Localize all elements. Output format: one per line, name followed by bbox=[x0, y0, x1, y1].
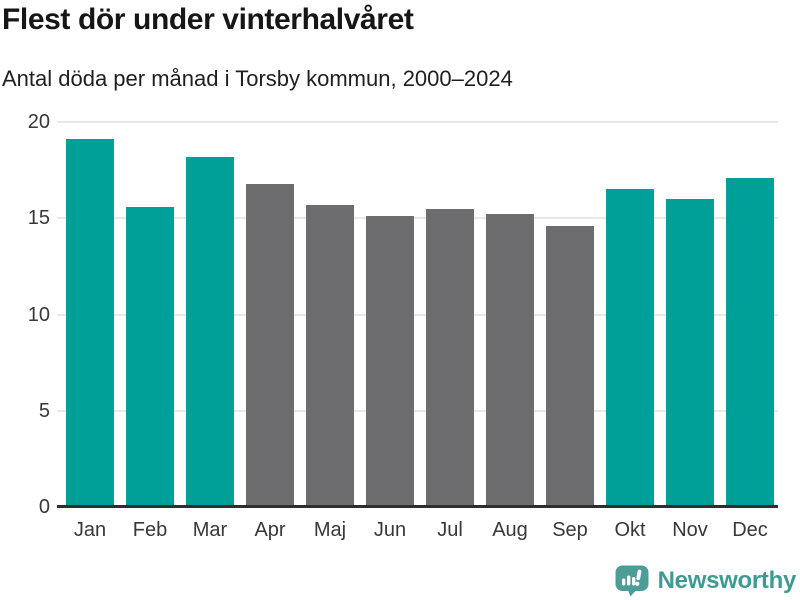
bar-sep bbox=[546, 225, 594, 507]
x-tick-label-dec: Dec bbox=[732, 519, 768, 541]
newsworthy-logo-icon bbox=[615, 565, 649, 597]
bar-jan bbox=[66, 139, 114, 507]
y-tick-label-15: 15 bbox=[27, 207, 50, 230]
bars-row bbox=[60, 122, 780, 507]
bar-okt bbox=[606, 189, 654, 507]
gridline-20 bbox=[57, 121, 778, 123]
gridline-5 bbox=[57, 409, 778, 412]
x-tick-label-maj: Maj bbox=[313, 519, 347, 541]
bar-maj bbox=[306, 204, 354, 507]
y-tick-label-5: 5 bbox=[38, 399, 50, 422]
chart-title: Flest dör under vinterhalvåret bbox=[2, 3, 414, 36]
chart-subtitle: Antal döda per månad i Torsby kommun, 20… bbox=[2, 66, 513, 91]
bar-aug bbox=[486, 214, 534, 507]
x-tick-label-jun: Jun bbox=[373, 519, 407, 541]
bar-mar bbox=[186, 156, 234, 507]
bar-band-jun bbox=[360, 122, 420, 507]
gridline-15 bbox=[57, 217, 778, 220]
x-tick-label-sep: Sep bbox=[552, 519, 588, 541]
bar-band-jul bbox=[420, 122, 480, 507]
x-tick-label-mar: Mar bbox=[192, 519, 228, 541]
x-tick-label-jan: Jan bbox=[73, 519, 107, 541]
x-tick-label-okt: Okt bbox=[614, 519, 646, 541]
x-tick-label-apr: Apr bbox=[254, 519, 286, 541]
bar-band-sep bbox=[540, 122, 600, 507]
y-tick-label-20: 20 bbox=[27, 111, 50, 133]
bar-feb bbox=[126, 206, 174, 507]
bar-band-feb bbox=[120, 122, 180, 507]
bar-jun bbox=[366, 216, 414, 507]
x-axis-line bbox=[57, 505, 778, 508]
bar-band-mar bbox=[180, 122, 240, 507]
bar-jul bbox=[426, 208, 474, 507]
x-tick-label-aug: Aug bbox=[492, 519, 528, 541]
bar-band-dec bbox=[720, 122, 780, 507]
y-tick-label-10: 10 bbox=[27, 303, 50, 326]
bar-band-apr bbox=[240, 122, 300, 507]
brand-name: Newsworthy bbox=[657, 567, 797, 594]
bar-dec bbox=[726, 177, 774, 507]
bar-band-okt bbox=[600, 122, 660, 507]
y-tick-label-0: 0 bbox=[38, 496, 50, 518]
bar-band-jan bbox=[60, 122, 120, 507]
bar-nov bbox=[666, 199, 714, 507]
x-tick-label-jul: Jul bbox=[437, 519, 463, 541]
brand-footer: Newsworthy bbox=[615, 565, 796, 597]
bar-apr bbox=[246, 183, 294, 507]
plot-area bbox=[57, 121, 780, 508]
bar-band-nov bbox=[660, 122, 720, 507]
bar-band-aug bbox=[480, 122, 540, 507]
gridline-10 bbox=[57, 313, 778, 316]
x-tick-label-feb: Feb bbox=[132, 519, 168, 541]
bar-band-maj bbox=[300, 122, 360, 507]
x-tick-label-nov: Nov bbox=[672, 519, 708, 541]
